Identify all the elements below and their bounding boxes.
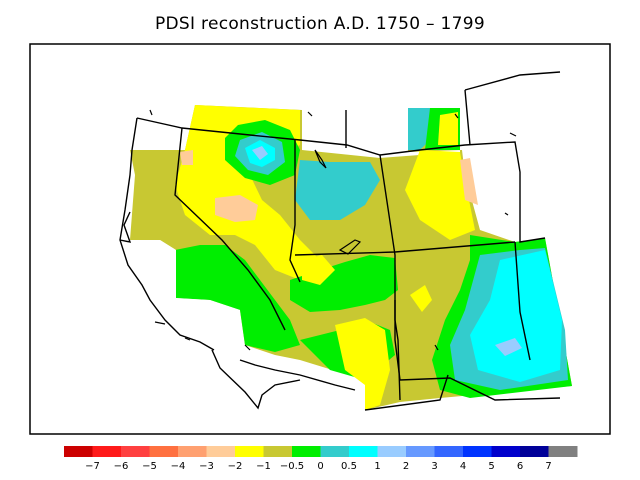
legend-label: −2 (228, 461, 243, 472)
legend-swatch (121, 446, 150, 457)
map-title: PDSI reconstruction A.D. 1750 – 1799 (154, 14, 485, 34)
legend-label: 1 (374, 461, 380, 472)
legend-label: 3 (431, 461, 437, 472)
legend-label: 5 (488, 461, 494, 472)
legend-swatch (320, 446, 350, 457)
legend-label: 0.5 (341, 461, 357, 472)
legend-label: −5 (142, 461, 157, 472)
legend-swatch (292, 446, 321, 457)
legend-label: −0.5 (280, 461, 304, 472)
legend-label: 0 (317, 461, 323, 472)
legend-swatch (349, 446, 378, 457)
state-boundaries (119, 71, 561, 411)
legend-label: 7 (545, 461, 551, 472)
legend-swatch (178, 446, 207, 457)
legend-label: −3 (199, 461, 214, 472)
legend-label: 2 (403, 461, 409, 472)
legend-swatch (520, 446, 549, 457)
legend-swatch (235, 446, 264, 457)
color-legend: −7 −6 −5 −4 −3 −2 −1 −0.5 0 0.5 1 2 3 4 5 6 7 (64, 446, 578, 472)
pdsi-field (120, 105, 572, 410)
legend-swatch (463, 446, 492, 457)
legend-swatch (206, 446, 236, 457)
legend-label: −7 (85, 461, 100, 472)
legend-swatch (434, 446, 464, 457)
legend-swatch (377, 446, 407, 457)
legend-label: 6 (517, 461, 523, 472)
legend-swatch (64, 446, 93, 457)
legend-label: −4 (171, 461, 186, 472)
lakes-and-islands (149, 109, 517, 351)
legend-swatch (263, 446, 293, 457)
legend-label: −6 (114, 461, 129, 472)
legend-swatch (548, 446, 578, 457)
legend-swatch (149, 446, 179, 457)
legend-swatch (406, 446, 435, 457)
legend-swatch (491, 446, 521, 457)
legend-label: −1 (256, 461, 271, 472)
legend-label: 4 (460, 461, 466, 472)
legend-swatch (92, 446, 122, 457)
